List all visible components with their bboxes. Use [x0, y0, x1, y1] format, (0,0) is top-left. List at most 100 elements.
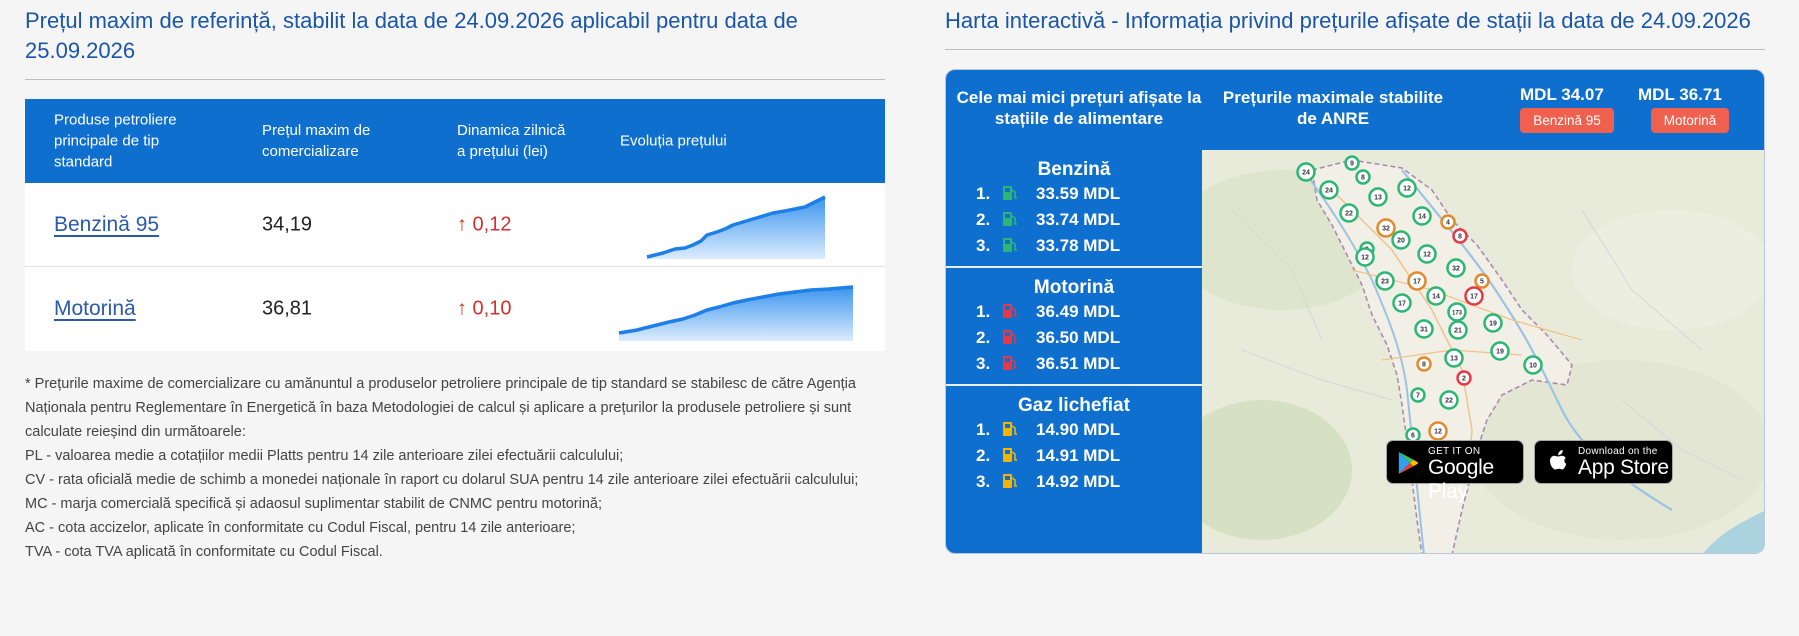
station-marker[interactable]: 12 [1417, 244, 1437, 264]
station-marker[interactable]: 17 [1407, 271, 1427, 291]
list-item[interactable]: 2. 36.50 MDL [976, 327, 1120, 349]
svg-text:23: 23 [1381, 279, 1389, 286]
interactive-map-title: Harta interactivă - Informația privind p… [945, 8, 1751, 33]
station-marker[interactable]: 12 [1355, 247, 1375, 267]
station-marker[interactable]: 17 [1392, 293, 1412, 313]
svg-text:17: 17 [1413, 279, 1421, 286]
app-store-small-label: Download on the [1578, 446, 1658, 457]
station-marker[interactable]: 22 [1339, 203, 1359, 223]
list-item[interactable]: 1. 33.59 MDL [976, 183, 1120, 205]
station-marker[interactable]: 32 [1376, 218, 1396, 238]
svg-text:6: 6 [1411, 433, 1415, 440]
price-evolution-sparkline [646, 195, 826, 259]
rank: 3. [976, 354, 991, 373]
station-marker[interactable]: 19 [1490, 341, 1510, 361]
svg-text:13: 13 [1450, 356, 1458, 363]
svg-text:8: 8 [1361, 175, 1365, 182]
product-link-motorina[interactable]: Motorină [54, 297, 136, 320]
station-marker[interactable]: 7 [1410, 387, 1426, 403]
interactive-map[interactable]: 2498241312223214482061212322317517141717… [1202, 150, 1765, 554]
station-marker[interactable]: 10 [1523, 355, 1543, 375]
list-item[interactable]: 3. 33.78 MDL [976, 235, 1120, 257]
rank: 3. [976, 472, 991, 491]
google-play-small-label: GET IT ON [1428, 446, 1481, 457]
col-header-max-price: Prețul maxim de comercializare [262, 122, 371, 160]
svg-text:17: 17 [1470, 294, 1478, 301]
group-motorina: Motorină 1. 36.49 MDL 2. 36.50 MDL 3. 36.51… [946, 268, 1202, 384]
station-marker[interactable]: 21 [1448, 320, 1468, 340]
station-marker[interactable]: 4 [1440, 214, 1456, 230]
station-marker[interactable]: 12 [1397, 178, 1417, 198]
google-play-label: Google Play [1428, 456, 1494, 503]
station-marker[interactable]: 12 [1428, 421, 1448, 441]
table-row: Benzină 95 34,19 ↑ 0,12 [25, 183, 885, 267]
station-marker[interactable]: 22 [1439, 390, 1459, 410]
note-line: CV - rata oficială medie de schimb a mon… [25, 472, 859, 488]
station-marker[interactable]: 14 [1426, 286, 1446, 306]
max-price-value: 34,19 [262, 213, 313, 235]
station-markers[interactable]: 2498241312223214482061212322317517141717… [1202, 150, 1765, 554]
station-marker[interactable]: 8 [1416, 356, 1432, 372]
fuel-pump-icon [1003, 448, 1017, 462]
note-line: AC - cota accizelor, aplicate în conform… [25, 520, 576, 536]
anre-max-prices-label: Prețurile maximale stabilite de ANRE [1222, 88, 1444, 128]
station-marker[interactable]: 20 [1391, 230, 1411, 250]
daily-change-value: ↑ 0,12 [457, 213, 512, 235]
svg-text:14: 14 [1418, 214, 1426, 221]
station-marker[interactable]: 17 [1464, 286, 1484, 306]
station-marker[interactable]: 13 [1444, 348, 1464, 368]
methodology-notes: * Prețurile maxime de comercializare cu … [25, 372, 885, 564]
rank: 1. [976, 184, 991, 203]
list-item[interactable]: 3. 36.51 MDL [976, 353, 1120, 375]
fuel-pump-icon [1003, 304, 1017, 318]
fuel-pump-icon [1003, 330, 1017, 344]
station-marker[interactable]: 13 [1368, 187, 1388, 207]
google-play-icon [1398, 452, 1419, 474]
price: 14.92 MDL [1036, 472, 1121, 491]
station-marker[interactable]: 23 [1375, 271, 1395, 291]
app-store-label: App Store [1578, 456, 1669, 479]
map-panel-header: Cele mai mici prețuri afișate la stațiil… [946, 70, 1764, 150]
svg-text:4: 4 [1446, 220, 1450, 227]
rank: 2. [976, 446, 991, 465]
lowest-prices-sidebar: Benzină 1. 33.59 MDL 2. 33.74 MDL 3. 33.78 … [946, 150, 1202, 553]
app-store-button[interactable]: Download on the App Store [1534, 440, 1673, 484]
station-marker[interactable]: 24 [1296, 162, 1316, 182]
product-link-benzina-95[interactable]: Benzină 95 [54, 212, 160, 236]
apple-icon [1550, 450, 1567, 470]
daily-change-value: ↑ 0,10 [457, 297, 512, 320]
station-marker[interactable]: 31 [1414, 319, 1434, 339]
price: 14.90 MDL [1036, 420, 1121, 439]
station-marker[interactable]: 8 [1355, 169, 1371, 185]
svg-text:19: 19 [1489, 321, 1497, 328]
note-line: TVA - cota TVA aplicată în conformitate … [25, 544, 383, 560]
col-header-daily-change: Dinamica zilnică a prețului (lei) [457, 122, 566, 160]
rank: 2. [976, 210, 991, 229]
station-marker[interactable]: 8 [1452, 228, 1468, 244]
station-marker[interactable]: 9 [1344, 155, 1360, 171]
list-item[interactable]: 2. 33.74 MDL [976, 209, 1120, 231]
svg-text:12: 12 [1361, 255, 1369, 262]
station-marker[interactable]: 173 [1447, 302, 1467, 322]
list-item[interactable]: 2. 14.91 MDL [976, 445, 1120, 467]
station-marker[interactable]: 19 [1483, 313, 1503, 333]
svg-text:12: 12 [1434, 429, 1442, 436]
station-marker[interactable]: 2 [1456, 370, 1472, 386]
list-item[interactable]: 1. 14.90 MDL [976, 419, 1120, 441]
svg-text:9: 9 [1350, 161, 1354, 168]
group-gaz-lichefiat: Gaz lichefiat 1. 14.90 MDL 2. 14.91 MDL 3.… [946, 386, 1202, 553]
station-marker[interactable]: 5 [1474, 273, 1490, 289]
station-marker[interactable]: 14 [1412, 206, 1432, 226]
list-item[interactable]: 1. 36.49 MDL [976, 301, 1120, 323]
station-marker[interactable]: 24 [1319, 180, 1339, 200]
svg-text:21: 21 [1454, 328, 1462, 335]
interactive-map-section: Harta interactivă - Informația privind p… [945, 6, 1765, 554]
lowest-prices-label: Cele mai mici prețuri afișate la stațiil… [956, 88, 1202, 128]
rank: 1. [976, 302, 991, 321]
station-marker[interactable]: 32 [1446, 258, 1466, 278]
list-item[interactable]: 3. 14.92 MDL [976, 471, 1120, 493]
divider [946, 266, 1202, 268]
google-play-button[interactable]: GET IT ON Google Play [1386, 440, 1524, 503]
svg-text:22: 22 [1445, 398, 1453, 405]
